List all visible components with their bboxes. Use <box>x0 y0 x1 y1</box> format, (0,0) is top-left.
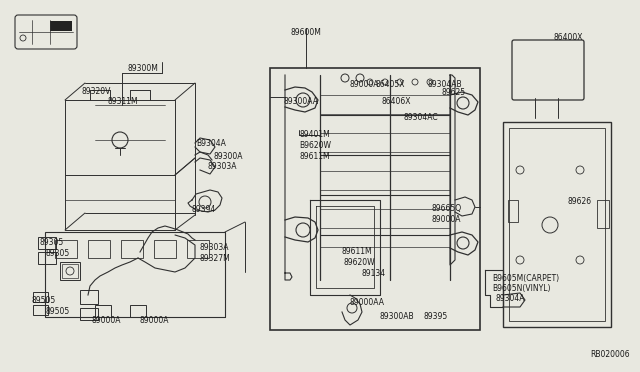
Bar <box>38 252 56 264</box>
Text: B9620W: B9620W <box>299 141 331 150</box>
Text: 89000A: 89000A <box>140 316 170 325</box>
Bar <box>38 237 56 249</box>
Bar <box>130 305 146 317</box>
Text: 89300M: 89300M <box>127 64 158 73</box>
Bar <box>55 240 77 258</box>
Bar <box>60 262 80 280</box>
Bar <box>121 240 143 258</box>
Bar <box>597 200 609 228</box>
Text: B9605N(VINYL): B9605N(VINYL) <box>492 284 550 293</box>
Text: 89304AC: 89304AC <box>403 113 438 122</box>
Text: 89305: 89305 <box>40 238 64 247</box>
Text: 89134: 89134 <box>362 269 386 278</box>
Text: 89505: 89505 <box>46 307 70 316</box>
Bar <box>270 68 480 330</box>
Text: 89000A: 89000A <box>92 316 122 325</box>
Text: 89625: 89625 <box>442 88 466 97</box>
Text: 89300A: 89300A <box>213 152 243 161</box>
Text: 89600M: 89600M <box>291 28 321 37</box>
Text: 86400X: 86400X <box>553 33 582 42</box>
Text: 89394: 89394 <box>192 205 216 214</box>
Text: 89303A: 89303A <box>207 162 237 171</box>
Text: 89300AB: 89300AB <box>379 312 413 321</box>
Text: 89327M: 89327M <box>200 254 231 263</box>
Text: 89320V: 89320V <box>82 87 111 96</box>
Bar <box>33 305 48 315</box>
Text: 89303A: 89303A <box>200 243 230 252</box>
Text: B9304A: B9304A <box>196 139 226 148</box>
Bar <box>508 200 518 222</box>
Text: B9605M(CARPET): B9605M(CARPET) <box>492 274 559 283</box>
Text: 89611M: 89611M <box>341 247 372 256</box>
Bar <box>154 240 176 258</box>
Text: 89300AA: 89300AA <box>284 97 319 106</box>
Bar <box>62 264 78 278</box>
Text: 89304A: 89304A <box>496 294 525 303</box>
Text: 89665Q: 89665Q <box>432 204 462 213</box>
Bar <box>95 305 111 317</box>
Bar <box>503 122 611 327</box>
Bar <box>80 308 98 320</box>
Text: 89611M: 89611M <box>299 152 330 161</box>
Bar <box>45 232 225 317</box>
Bar <box>50 21 72 31</box>
Bar <box>88 240 110 258</box>
Text: 89626: 89626 <box>567 197 591 206</box>
Text: 89000A: 89000A <box>350 80 380 89</box>
Text: 89401M: 89401M <box>299 130 330 139</box>
Text: 89311M: 89311M <box>108 97 139 106</box>
Text: 89000AA: 89000AA <box>349 298 384 307</box>
Text: 89305: 89305 <box>46 249 70 258</box>
Bar <box>80 290 98 304</box>
Text: 89304AB: 89304AB <box>428 80 463 89</box>
Text: 86405X: 86405X <box>376 80 406 89</box>
Text: 89505: 89505 <box>32 296 56 305</box>
Bar <box>33 292 48 302</box>
Bar <box>187 240 209 258</box>
FancyBboxPatch shape <box>15 15 77 49</box>
Text: 86406X: 86406X <box>381 97 410 106</box>
Text: 89620W: 89620W <box>343 258 374 267</box>
Text: RB020006: RB020006 <box>590 350 630 359</box>
Bar <box>509 128 605 321</box>
FancyBboxPatch shape <box>512 40 584 100</box>
Text: 89000A: 89000A <box>432 215 461 224</box>
Text: 89395: 89395 <box>424 312 448 321</box>
